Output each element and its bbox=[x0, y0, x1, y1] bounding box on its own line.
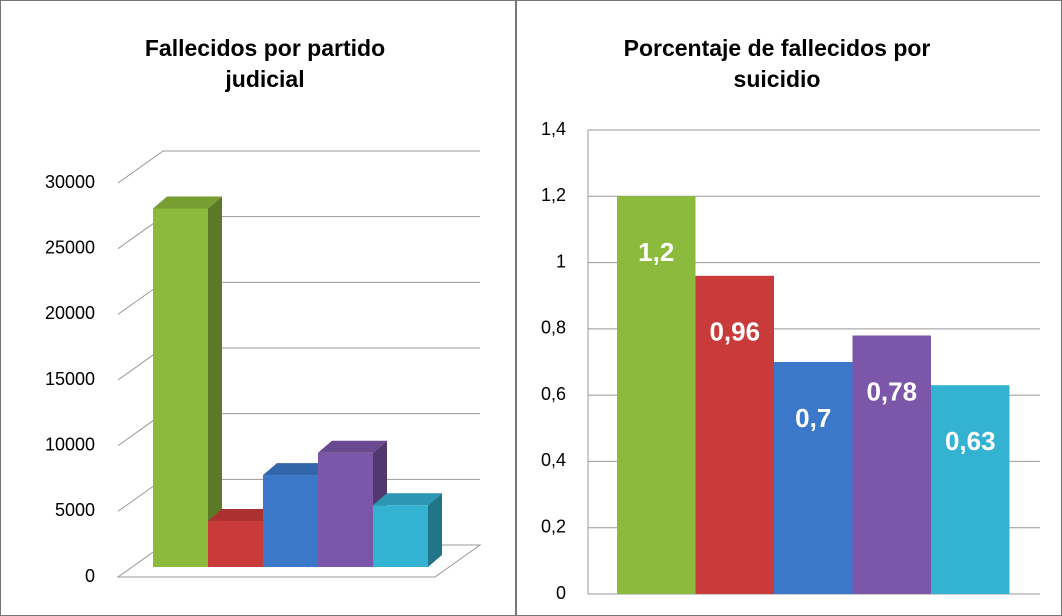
y-tick-label: 30000 bbox=[45, 172, 95, 192]
chart-title: suicidio bbox=[734, 66, 821, 92]
y-tick-label: 5000 bbox=[55, 500, 95, 520]
chart-title: Fallecidos por partido bbox=[145, 35, 385, 61]
y-tick-label: 10000 bbox=[45, 434, 95, 454]
bar bbox=[263, 475, 318, 567]
bar-top bbox=[373, 493, 442, 506]
chart-title: judicial bbox=[224, 66, 304, 92]
chart-title: Porcentaje de fallecidos por bbox=[624, 35, 931, 61]
bar bbox=[208, 521, 263, 567]
bar bbox=[852, 335, 931, 594]
bar bbox=[931, 385, 1010, 594]
bar bbox=[695, 275, 774, 594]
y-tick-label: 15000 bbox=[45, 369, 95, 389]
y-tick-label: 0,6 bbox=[541, 384, 566, 404]
y-tick-label: 20000 bbox=[45, 303, 95, 323]
y-tick-label: 25000 bbox=[45, 237, 95, 257]
bar-top bbox=[318, 440, 387, 453]
bar bbox=[774, 362, 853, 594]
bar bbox=[153, 208, 208, 567]
data-label: 0,7 bbox=[795, 403, 831, 433]
y-tick-label: 0,2 bbox=[541, 516, 566, 536]
bar bbox=[318, 452, 373, 567]
y-tick-label: 0 bbox=[85, 566, 95, 586]
data-label: 0,78 bbox=[866, 376, 917, 406]
data-label: 0,63 bbox=[945, 426, 996, 456]
bar bbox=[617, 196, 696, 595]
y-tick-label: 1,2 bbox=[541, 185, 566, 205]
bar bbox=[373, 505, 428, 567]
data-label: 1,2 bbox=[638, 237, 674, 267]
bar-top bbox=[153, 196, 222, 209]
grid-line bbox=[117, 150, 480, 184]
bar-side bbox=[428, 493, 442, 567]
y-tick-label: 0,8 bbox=[541, 318, 566, 338]
bar-top bbox=[263, 463, 332, 476]
y-tick-label: 1 bbox=[556, 251, 566, 271]
bar-side bbox=[208, 196, 222, 567]
y-tick-label: 0,4 bbox=[541, 450, 566, 470]
y-tick-label: 1,4 bbox=[541, 119, 566, 139]
y-tick-label: 0 bbox=[556, 583, 566, 603]
bar-top bbox=[208, 509, 277, 522]
data-label: 0,96 bbox=[709, 317, 760, 347]
